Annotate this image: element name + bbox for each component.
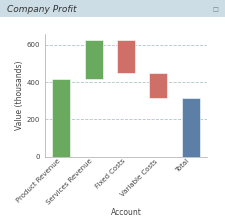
Bar xyxy=(85,40,103,79)
Bar xyxy=(182,98,200,157)
Bar xyxy=(149,73,167,98)
Text: □: □ xyxy=(212,7,218,12)
Text: Company Profit: Company Profit xyxy=(7,5,76,14)
X-axis label: Account: Account xyxy=(110,208,142,217)
Bar xyxy=(117,40,135,73)
Bar xyxy=(52,79,70,157)
Y-axis label: Value (thousands): Value (thousands) xyxy=(15,60,24,130)
